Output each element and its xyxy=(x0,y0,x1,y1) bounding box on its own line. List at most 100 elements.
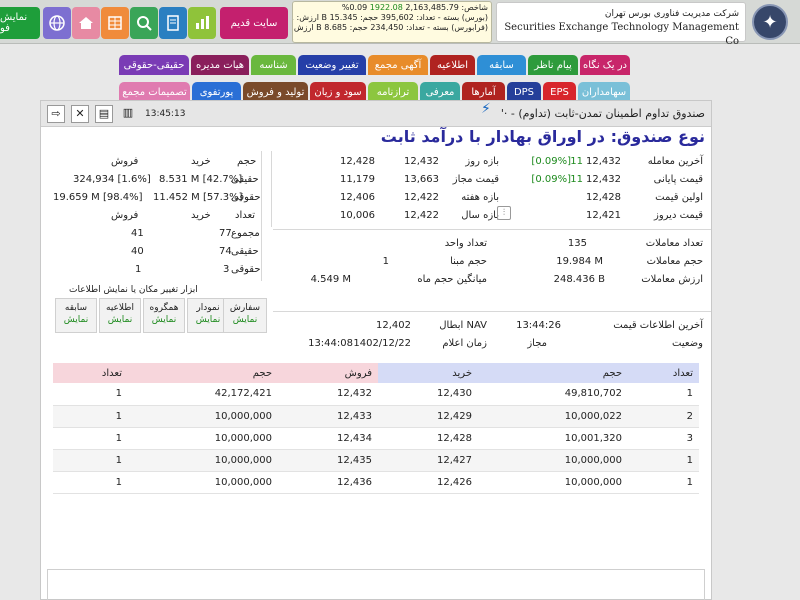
tab-identity[interactable]: شناسه xyxy=(251,55,296,75)
trade-value-label: ارزش معاملات xyxy=(641,274,703,285)
own-legal-buy: 11.452 M [57.3%] xyxy=(153,192,243,203)
ticker-change: 1922.08 xyxy=(369,3,403,12)
network-icon[interactable]: ✕ xyxy=(71,105,89,123)
sell-price: 12,434 xyxy=(278,427,378,450)
home-icon[interactable] xyxy=(72,7,100,39)
divider xyxy=(271,151,272,227)
tab-introduction[interactable]: معرفی xyxy=(420,82,460,102)
search-icon[interactable] xyxy=(130,7,158,39)
tab-meeting-decisions[interactable]: تصمیمات مجمع xyxy=(119,82,190,102)
week-range-label: بازه هفته xyxy=(461,192,499,203)
globe-icon[interactable] xyxy=(43,7,71,39)
buy-price: 12,430 xyxy=(378,383,478,406)
tool-orders[interactable]: سفارش نمایش xyxy=(223,298,267,333)
buy-count: 1 xyxy=(628,383,699,406)
year-range-high: 10,006 xyxy=(340,210,375,221)
tab-portfolio[interactable]: پورتفوی xyxy=(192,82,241,102)
tool-label: سابقه xyxy=(64,303,88,313)
tab-meeting-notice[interactable]: آگهی مجمع xyxy=(368,55,428,75)
own-legal2-buy: 3 xyxy=(223,264,230,275)
company-name-en: Securities Exchange Technology Managemen… xyxy=(504,22,739,47)
chart-icon[interactable] xyxy=(188,7,216,39)
header-buy-volume: حجم xyxy=(478,363,628,383)
status-label: وضعیت xyxy=(672,338,703,349)
own-total-sell: 41 xyxy=(131,228,144,239)
ticker-line-3: (فرابورس) بسته - تعداد: 234,450 حجم: 8.6… xyxy=(292,23,488,32)
sell-volume: 42,172,421 xyxy=(128,383,278,406)
buy-volume: 49,810,702 xyxy=(478,383,628,406)
divider xyxy=(273,311,711,312)
tab-production-sales[interactable]: تولید و فروش xyxy=(243,82,308,102)
tab-balance-sheet[interactable]: ترازنامه xyxy=(368,82,418,102)
show-button[interactable]: نمایش فو xyxy=(0,7,40,39)
header-sell-count: تعداد xyxy=(53,363,128,383)
tab-real-legal[interactable]: حقیقی-حقوقی xyxy=(119,55,189,75)
header-sell-volume: حجم xyxy=(128,363,278,383)
tab-shareholders[interactable]: سهامداران xyxy=(578,82,630,102)
settings-sliders-icon[interactable]: ⫶ xyxy=(497,206,511,220)
tab-eps[interactable]: EPS xyxy=(543,82,576,102)
yesterday-price-value: 12,421 xyxy=(586,210,621,221)
tool-history[interactable]: سابقه نمایش xyxy=(55,298,97,333)
tool-announcement[interactable]: اطلاعیه نمایش xyxy=(99,298,141,333)
first-price-label: اولین قیمت xyxy=(655,192,703,203)
tab-label: سود و زیان xyxy=(314,86,362,98)
tab-label: تولید و فروش xyxy=(246,86,305,98)
tab-label: پیام ناظر xyxy=(534,59,572,71)
tab-label: ترازنامه xyxy=(376,86,410,98)
tab-dps[interactable]: DPS xyxy=(507,82,541,102)
tab-status-change[interactable]: تغییر وضعیت xyxy=(298,55,366,75)
tool-action: نمایش xyxy=(232,315,258,325)
tab-board[interactable]: هیات مدیره xyxy=(191,55,249,75)
trade-volume-label: حجم معاملات xyxy=(646,256,703,267)
tab-label: آمارها xyxy=(471,86,496,98)
company-logo-icon[interactable]: ✦ xyxy=(752,4,788,40)
yesterday-price-label: قیمت دیروز xyxy=(654,210,703,221)
grid-icon[interactable] xyxy=(101,7,129,39)
tab-statistics[interactable]: آمارها xyxy=(462,82,505,102)
search-icon-graphic xyxy=(137,16,152,31)
tool-action: نمایش xyxy=(151,315,177,325)
book-icon-graphic xyxy=(167,15,179,31)
close-price-label: قیمت پایانی xyxy=(653,174,703,185)
old-site-button[interactable]: سایت قدیم xyxy=(220,7,288,39)
book-icon[interactable] xyxy=(159,7,187,39)
own-legal-sell: 19.659 M [98.4%] xyxy=(53,192,143,203)
tab-label: سهامداران xyxy=(581,86,627,98)
header-buy-price: خرید xyxy=(378,363,478,383)
sell-volume: 10,000,000 xyxy=(128,471,278,494)
order-book-row: 1 10,000,000 12,434 12,428 10,001,320 3 xyxy=(53,427,699,450)
chart-icon-graphic xyxy=(196,16,209,29)
tab-overview[interactable]: در یک نگاه xyxy=(580,55,630,75)
tab-label: سابقه xyxy=(489,59,514,71)
divider xyxy=(273,229,711,230)
avg-month-volume-label: میانگین حجم ماه xyxy=(417,274,487,285)
tab-history[interactable]: سابقه xyxy=(477,55,526,75)
ticker-line-2: (بورس) بسته - تعداد: 395,602 حجم: 15.345… xyxy=(293,13,488,22)
own-total-buy: 77 xyxy=(219,228,232,239)
company-box: شرکت مدیریت فناوری بورس تهران Securities… xyxy=(496,2,746,47)
own-real-sell: 324,934 [1.6%] xyxy=(73,174,151,185)
info-update-time: 13:44:26 xyxy=(516,320,561,331)
bar-chart-icon[interactable]: ▥ xyxy=(122,106,134,119)
tool-action: نمایش xyxy=(63,315,89,325)
tool-peer-group[interactable]: همگروه نمایش xyxy=(143,298,185,333)
ticker-pct: 0.09% xyxy=(341,3,368,12)
show-label: نمایش فو xyxy=(0,12,28,34)
buy-volume: 10,000,000 xyxy=(478,449,628,472)
tab-announcements[interactable]: اطلاعیه xyxy=(430,55,475,75)
allowed-range-low: 13,663 xyxy=(404,174,439,185)
tab-profit-loss[interactable]: سود و زیان xyxy=(310,82,366,102)
tool-chart[interactable]: نمودار نمایش xyxy=(187,298,229,333)
tab-label: هیات مدیره xyxy=(195,59,245,71)
close-price-pct: [0.09%] xyxy=(531,174,571,185)
globe-icon-graphic xyxy=(49,15,65,31)
tab-supervisor-message[interactable]: پیام ناظر xyxy=(528,55,578,75)
buy-price: 12,429 xyxy=(378,405,478,428)
table-icon[interactable]: ▤ xyxy=(95,105,113,123)
tab-label: آگهی مجمع xyxy=(374,59,422,71)
old-site-label: سایت قدیم xyxy=(230,17,278,29)
export-icon[interactable]: ⇨ xyxy=(47,105,65,123)
own-total-label: مجموع xyxy=(231,228,260,239)
last-trade-pct: [0.09%] xyxy=(531,156,571,167)
